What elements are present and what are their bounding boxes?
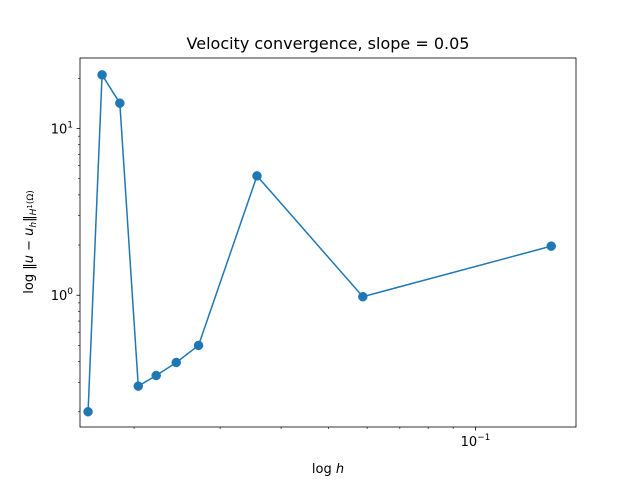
- data-point: [115, 98, 125, 108]
- x-tick-label: 10−1: [461, 433, 491, 450]
- series-line: [87, 72, 552, 412]
- data-point: [133, 381, 144, 391]
- data-point: [151, 370, 161, 381]
- series-layer: [83, 70, 556, 417]
- data-point: [171, 357, 182, 368]
- data-point: [358, 291, 368, 302]
- y-tick-label: 100: [51, 287, 74, 304]
- x-axis-label: log h: [312, 462, 344, 477]
- chart-title: Velocity convergence, slope = 0.05: [187, 34, 470, 53]
- y-axis-label: log ‖u − uh‖H1(Ω): [22, 190, 39, 294]
- plot-frame: [79, 57, 577, 428]
- data-point: [97, 70, 107, 80]
- data-point: [83, 407, 93, 417]
- y-tick-label: 101: [51, 121, 73, 138]
- data-point: [193, 340, 204, 351]
- data-point: [546, 241, 556, 251]
- data-point: [252, 171, 262, 181]
- plot-area: [80, 58, 576, 427]
